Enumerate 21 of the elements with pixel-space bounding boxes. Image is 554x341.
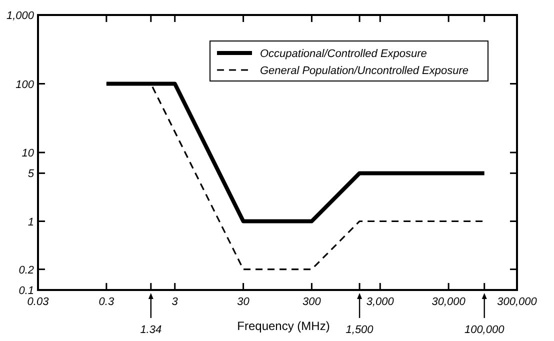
x-tick-label: 300,000	[497, 296, 538, 308]
x-tick-label: 30,000	[432, 296, 466, 308]
y-tick-label: 100	[16, 78, 35, 91]
legend-label: Occupational/Controlled Exposure	[260, 48, 427, 60]
y-tick-label: 1	[28, 216, 34, 228]
x-tick-label: 300	[302, 296, 322, 308]
x-tick-label: 30	[237, 296, 250, 308]
x-tick-label: 0.3	[98, 296, 115, 308]
y-tick-label: 0.1	[18, 285, 34, 297]
x-tick-label: 3	[172, 296, 179, 308]
y-tick-label: 10	[22, 148, 35, 160]
text: 1.34	[140, 324, 162, 336]
y-tick-label: 5	[28, 168, 35, 180]
x-tick-label: 3,000	[366, 296, 395, 308]
legend-label: General Population/Uncontrolled Exposure	[260, 65, 469, 77]
x-axis-title: Frequency (MHz)	[237, 319, 330, 333]
text: 1,500	[346, 324, 374, 336]
y-tick-label: 0.2	[18, 264, 34, 276]
y-tick-label: 1,000	[6, 10, 35, 22]
x-tick-label: 0.03	[27, 296, 50, 308]
text: 100,000	[464, 324, 506, 336]
